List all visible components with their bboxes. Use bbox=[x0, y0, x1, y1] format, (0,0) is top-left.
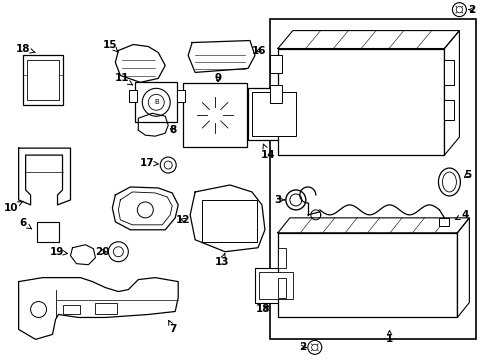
Bar bbox=[26, 60, 58, 100]
Polygon shape bbox=[457, 218, 469, 318]
Bar bbox=[96, 302, 118, 315]
Bar bbox=[278, 278, 286, 298]
Circle shape bbox=[266, 106, 282, 122]
Circle shape bbox=[286, 190, 306, 210]
Bar bbox=[129, 90, 137, 102]
Circle shape bbox=[290, 194, 302, 206]
Bar bbox=[440, 218, 449, 226]
Text: 20: 20 bbox=[95, 247, 110, 257]
Polygon shape bbox=[188, 41, 255, 72]
Circle shape bbox=[456, 6, 463, 13]
Bar bbox=[444, 60, 454, 85]
Circle shape bbox=[142, 88, 170, 116]
Text: 11: 11 bbox=[115, 73, 133, 85]
Text: 17: 17 bbox=[140, 158, 158, 168]
Circle shape bbox=[452, 3, 466, 17]
Circle shape bbox=[113, 247, 123, 257]
Polygon shape bbox=[444, 31, 460, 155]
Bar bbox=[23, 55, 63, 105]
Text: 6: 6 bbox=[19, 218, 31, 229]
Circle shape bbox=[137, 202, 153, 218]
Circle shape bbox=[312, 344, 318, 351]
Bar bbox=[63, 305, 80, 315]
Polygon shape bbox=[115, 45, 165, 82]
Bar bbox=[135, 82, 177, 122]
Bar bbox=[37, 222, 58, 242]
Bar bbox=[183, 84, 247, 147]
Circle shape bbox=[197, 97, 233, 133]
Polygon shape bbox=[190, 185, 265, 252]
Polygon shape bbox=[19, 278, 178, 339]
Text: 12: 12 bbox=[176, 215, 191, 225]
Ellipse shape bbox=[442, 172, 456, 192]
Circle shape bbox=[187, 87, 243, 143]
Circle shape bbox=[308, 340, 322, 354]
Text: 15: 15 bbox=[103, 40, 118, 52]
Ellipse shape bbox=[439, 168, 461, 196]
Bar bbox=[270, 85, 282, 103]
Circle shape bbox=[164, 161, 172, 169]
Polygon shape bbox=[138, 113, 168, 136]
Bar bbox=[252, 92, 296, 136]
Circle shape bbox=[207, 107, 223, 123]
Bar bbox=[278, 248, 286, 268]
Text: 13: 13 bbox=[215, 253, 229, 267]
Polygon shape bbox=[19, 148, 71, 205]
Bar bbox=[444, 100, 454, 120]
Bar bbox=[259, 272, 293, 298]
Circle shape bbox=[108, 242, 128, 262]
Text: 16: 16 bbox=[252, 45, 266, 55]
Polygon shape bbox=[71, 245, 96, 265]
Text: 10: 10 bbox=[3, 201, 23, 213]
Text: 19: 19 bbox=[49, 247, 68, 257]
Text: 18: 18 bbox=[15, 44, 35, 54]
Text: B: B bbox=[154, 99, 159, 105]
Circle shape bbox=[148, 94, 164, 110]
Text: 7: 7 bbox=[169, 320, 177, 334]
Text: 2: 2 bbox=[468, 5, 475, 15]
Text: 2: 2 bbox=[299, 342, 306, 352]
Circle shape bbox=[30, 302, 47, 318]
Bar bbox=[255, 268, 297, 302]
Bar bbox=[177, 90, 185, 102]
Text: 4: 4 bbox=[455, 210, 469, 220]
Bar bbox=[278, 49, 444, 155]
Text: 8: 8 bbox=[170, 125, 177, 135]
Circle shape bbox=[160, 157, 176, 173]
Polygon shape bbox=[119, 192, 172, 225]
Bar bbox=[278, 233, 457, 318]
Bar bbox=[270, 55, 282, 73]
Text: 9: 9 bbox=[215, 73, 221, 84]
Bar bbox=[248, 88, 300, 140]
Text: 5: 5 bbox=[464, 170, 471, 180]
Circle shape bbox=[258, 98, 290, 130]
Polygon shape bbox=[278, 31, 460, 49]
Bar bbox=[202, 200, 257, 242]
Bar bbox=[270, 19, 476, 339]
Polygon shape bbox=[112, 187, 178, 230]
Text: 1: 1 bbox=[386, 330, 393, 345]
Polygon shape bbox=[278, 218, 469, 233]
Text: 18: 18 bbox=[256, 305, 270, 315]
Text: 14: 14 bbox=[261, 144, 275, 160]
Text: 3: 3 bbox=[274, 195, 284, 205]
